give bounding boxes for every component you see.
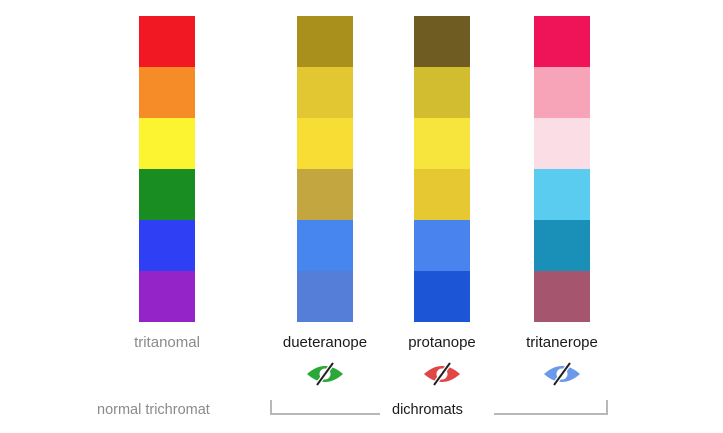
color-swatch [414,118,470,169]
color-swatch [534,271,590,322]
color-swatch [297,220,353,271]
color-swatch [297,16,353,67]
color-swatch [534,169,590,220]
bracket-tick-right [606,400,608,414]
color-swatch [139,16,195,67]
color-swatch [139,169,195,220]
color-swatch [534,220,590,271]
color-swatch [534,118,590,169]
color-swatch [534,67,590,118]
color-swatch [414,16,470,67]
color-column-tritanomal [139,16,195,322]
color-swatch [297,271,353,322]
color-swatch [297,118,353,169]
normal-trichromat-label: normal trichromat [97,402,210,418]
red-eye-slash-icon [424,361,460,387]
dichromats-label: dichromats [392,402,463,418]
column-label-tritanomal: tritanomal [134,334,200,351]
bracket-line-right [494,413,608,415]
color-swatch [414,67,470,118]
color-swatch [139,118,195,169]
column-label-protanope: protanope [408,334,476,351]
color-column-dueteranope [297,16,353,322]
color-swatch [297,67,353,118]
color-column-protanope [414,16,470,322]
color-swatch [139,220,195,271]
color-swatch [414,169,470,220]
color-swatch [414,271,470,322]
color-swatch [414,220,470,271]
bracket-line-left [270,413,380,415]
bracket-tick-left [270,400,272,414]
color-swatch [534,16,590,67]
color-swatch [139,271,195,322]
green-eye-slash-icon [307,361,343,387]
color-swatch [297,169,353,220]
column-label-dueteranope: dueteranope [282,334,368,351]
blue-eye-slash-icon [544,361,580,387]
color-column-tritanerope [534,16,590,322]
column-label-tritanerope: tritanerope [526,334,598,351]
color-swatch [139,67,195,118]
